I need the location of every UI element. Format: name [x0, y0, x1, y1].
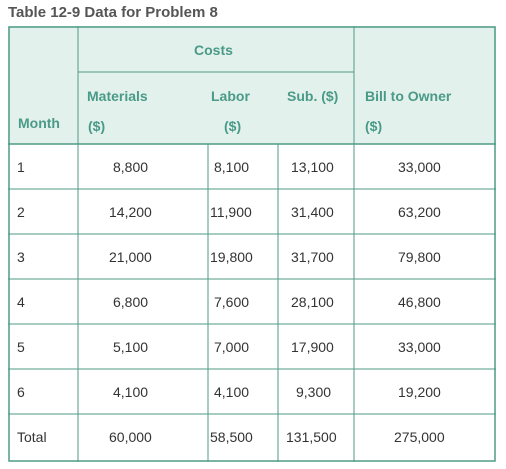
- cell-bill: 33,000: [398, 339, 441, 355]
- cell-labor: 7,600: [214, 294, 250, 310]
- cell-month: Total: [17, 429, 47, 445]
- table-grid: [8, 26, 496, 462]
- cell-materials: 8,800: [113, 159, 149, 175]
- header-month: Month: [18, 115, 60, 131]
- cell-month: 2: [17, 204, 25, 220]
- header-sub: Sub. ($): [287, 88, 339, 104]
- cell-sub: 31,400: [291, 204, 334, 220]
- cell-materials: 5,100: [113, 339, 149, 355]
- cell-bill: 63,200: [398, 204, 441, 220]
- cell-month: 6: [17, 384, 25, 400]
- table-title: Table 12-9 Data for Problem 8: [8, 4, 218, 21]
- cell-labor: 4,100: [214, 384, 250, 400]
- table-border: [8, 26, 496, 462]
- cell-materials: 21,000: [109, 249, 152, 265]
- cell-sub: 28,100: [291, 294, 334, 310]
- header-costs: Costs: [194, 42, 233, 58]
- cell-labor: 58,500: [210, 429, 253, 445]
- header-materials: Materials: [87, 88, 148, 104]
- cell-sub: 13,100: [291, 159, 334, 175]
- cell-sub: 31,700: [291, 249, 334, 265]
- cell-month: 4: [17, 294, 25, 310]
- cell-materials: 6,800: [113, 294, 149, 310]
- cell-labor: 7,000: [214, 339, 250, 355]
- cell-sub: 9,300: [296, 384, 332, 400]
- cell-labor: 11,900: [210, 204, 252, 220]
- cell-bill: 46,800: [398, 294, 441, 310]
- cell-sub: 131,500: [286, 429, 337, 445]
- cell-month: 5: [17, 339, 25, 355]
- cell-materials: 14,200: [109, 204, 152, 220]
- header-labor: Labor: [211, 88, 250, 104]
- data-table: Costs Month Materials ($) Labor ($) Sub.…: [8, 26, 496, 462]
- cell-bill: 275,000: [394, 429, 445, 445]
- cell-materials: 60,000: [109, 429, 152, 445]
- cell-sub: 17,900: [291, 339, 334, 355]
- header-background: [8, 26, 496, 144]
- header-materials-unit: ($): [88, 118, 106, 134]
- header-bill-unit: ($): [365, 118, 383, 134]
- cell-labor: 19,800: [210, 249, 253, 265]
- cell-labor: 8,100: [214, 159, 250, 175]
- cell-bill: 79,800: [398, 249, 441, 265]
- cell-bill: 33,000: [398, 159, 441, 175]
- header-bill: Bill to Owner: [365, 88, 452, 104]
- cell-bill: 19,200: [398, 384, 441, 400]
- header-labor-unit: ($): [224, 118, 242, 134]
- cell-month: 1: [17, 159, 25, 175]
- cell-month: 3: [17, 249, 25, 265]
- cell-materials: 4,100: [113, 384, 149, 400]
